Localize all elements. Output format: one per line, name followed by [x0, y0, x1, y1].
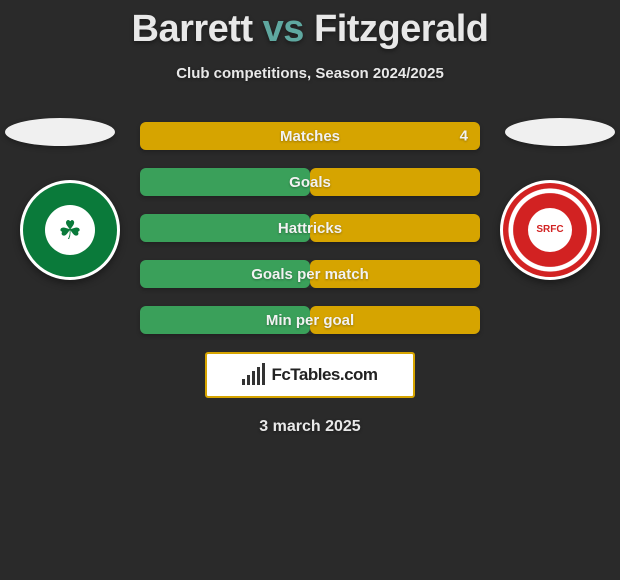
- logo-bar: [242, 379, 245, 385]
- stat-row: Hattricks: [140, 214, 480, 242]
- page-title: Barrett vs Fitzgerald: [0, 0, 620, 51]
- logo-bar: [252, 371, 255, 385]
- stat-label: Goals: [289, 174, 331, 191]
- comparison-area: ☘ SRFC Matches 4 Goals Hattricks Goals per m…: [0, 122, 620, 436]
- logo-text: FcTables.com: [271, 365, 377, 385]
- player1-name: Barrett: [132, 8, 253, 50]
- date-label: 3 march 2025: [0, 418, 620, 436]
- subtitle: Club competitions, Season 2024/2025: [0, 65, 620, 82]
- player1-placeholder-oval: [5, 118, 115, 146]
- team1-crest: ☘: [20, 180, 120, 280]
- stat-fill-right: [310, 168, 480, 196]
- stat-label: Hattricks: [278, 220, 342, 237]
- vs-text: vs: [263, 8, 304, 50]
- site-logo[interactable]: FcTables.com: [205, 352, 415, 398]
- shamrock-icon: ☘: [45, 205, 95, 255]
- player2-name: Fitzgerald: [314, 8, 488, 50]
- stat-row: Matches 4: [140, 122, 480, 150]
- stat-row: Goals per match: [140, 260, 480, 288]
- stat-row: Goals: [140, 168, 480, 196]
- team2-crest: SRFC: [500, 180, 600, 280]
- logo-bar: [247, 375, 250, 385]
- logo-bar: [262, 363, 265, 385]
- logo-bar: [257, 367, 260, 385]
- stats-list: Matches 4 Goals Hattricks Goals per match Min…: [140, 122, 480, 334]
- stat-label: Min per goal: [266, 312, 354, 329]
- team2-crest-text: SRFC: [528, 208, 572, 252]
- bar-chart-icon: [242, 365, 265, 385]
- stat-value-right: 4: [460, 128, 468, 145]
- stat-label: Matches: [280, 128, 340, 145]
- stat-fill-left: [140, 168, 310, 196]
- player2-placeholder-oval: [505, 118, 615, 146]
- stat-row: Min per goal: [140, 306, 480, 334]
- stat-label: Goals per match: [251, 266, 369, 283]
